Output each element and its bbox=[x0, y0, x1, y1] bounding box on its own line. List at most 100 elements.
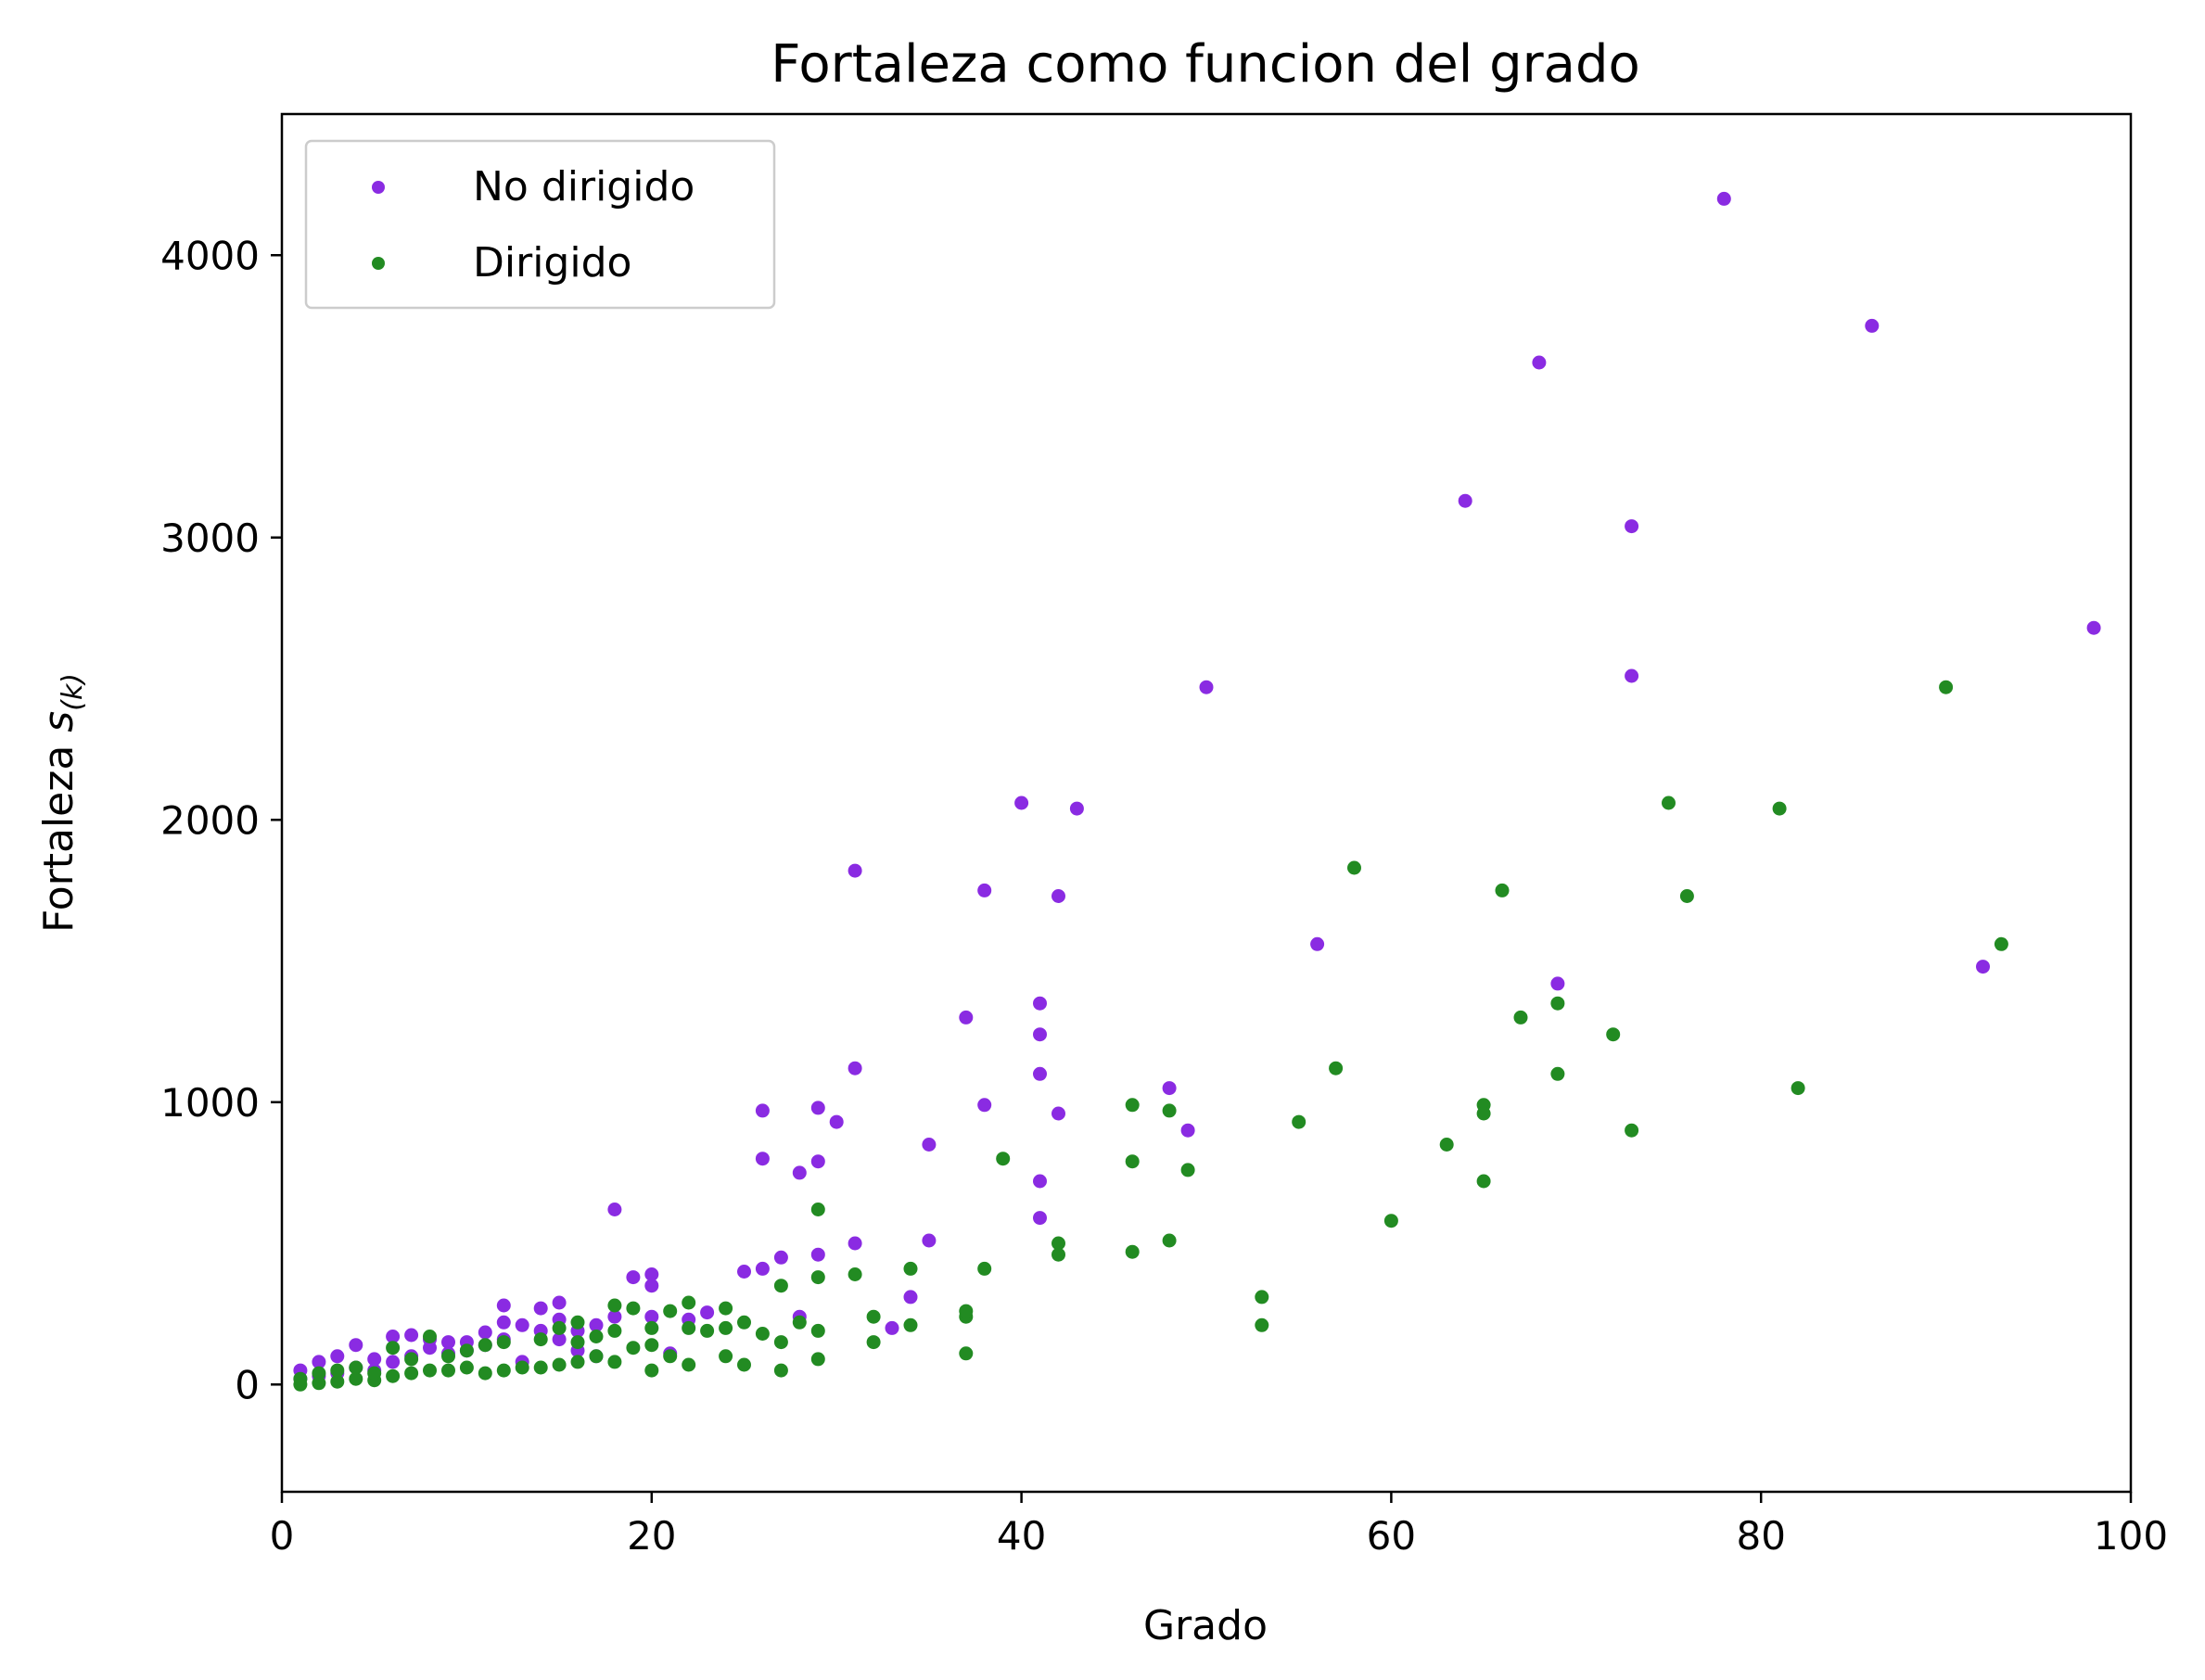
data-point bbox=[1625, 668, 1639, 683]
legend-marker-no-dirigido bbox=[372, 181, 385, 194]
x-tick-label: 100 bbox=[2094, 1513, 2168, 1559]
data-point bbox=[423, 1330, 437, 1343]
data-point bbox=[848, 1061, 862, 1075]
legend-label-dirigido: Dirigido bbox=[473, 239, 631, 286]
data-point bbox=[441, 1363, 455, 1378]
data-point bbox=[1994, 936, 2008, 951]
legend-label-no-dirigido: No dirigido bbox=[473, 163, 695, 210]
data-point bbox=[386, 1341, 401, 1355]
data-point bbox=[1255, 1317, 1269, 1332]
y-tick-label: 0 bbox=[235, 1362, 260, 1407]
legend-box bbox=[304, 139, 776, 310]
data-point bbox=[1458, 493, 1472, 508]
data-point bbox=[1532, 355, 1547, 370]
data-point bbox=[1199, 680, 1214, 694]
data-point bbox=[1625, 1123, 1639, 1138]
data-point bbox=[607, 1355, 622, 1369]
data-point bbox=[607, 1323, 622, 1338]
data-point bbox=[349, 1360, 363, 1375]
x-tick-label: 0 bbox=[270, 1513, 295, 1559]
data-point bbox=[737, 1315, 751, 1330]
data-point bbox=[1476, 1106, 1491, 1121]
data-point bbox=[570, 1315, 585, 1330]
data-point bbox=[1347, 860, 1361, 875]
data-point bbox=[1625, 519, 1639, 534]
data-point bbox=[349, 1338, 363, 1353]
data-point bbox=[1033, 996, 1047, 1011]
data-point bbox=[589, 1317, 604, 1332]
data-point bbox=[367, 1366, 382, 1381]
data-point bbox=[773, 1279, 788, 1293]
data-point bbox=[330, 1363, 345, 1378]
data-point bbox=[682, 1320, 696, 1335]
data-point bbox=[330, 1349, 345, 1364]
data-point bbox=[1495, 883, 1510, 897]
data-point bbox=[1033, 1174, 1047, 1189]
data-point bbox=[755, 1261, 770, 1276]
chart-title: Fortaleza como funcion del grado bbox=[771, 34, 1640, 95]
data-point bbox=[423, 1363, 437, 1378]
data-point bbox=[1033, 1027, 1047, 1042]
y-axis-ticks: 0 1000 2000 3000 4000 bbox=[160, 233, 282, 1407]
data-point bbox=[1255, 1290, 1269, 1305]
data-point bbox=[1125, 1154, 1140, 1169]
data-point bbox=[1180, 1163, 1195, 1177]
data-point bbox=[1310, 936, 1325, 951]
y-tick-label: 4000 bbox=[160, 233, 260, 278]
data-point bbox=[644, 1279, 659, 1293]
data-point bbox=[866, 1309, 881, 1324]
legend-marker-dirigido bbox=[372, 257, 385, 270]
data-point bbox=[755, 1152, 770, 1166]
data-point bbox=[496, 1363, 511, 1378]
data-point bbox=[810, 1247, 825, 1262]
data-point bbox=[386, 1368, 401, 1383]
data-point bbox=[496, 1298, 511, 1313]
data-point bbox=[700, 1305, 715, 1320]
data-point bbox=[367, 1352, 382, 1367]
series-1 bbox=[293, 680, 2008, 1392]
data-point bbox=[312, 1376, 326, 1391]
data-point bbox=[589, 1330, 604, 1343]
data-point bbox=[663, 1349, 678, 1364]
x-tick-label: 60 bbox=[1367, 1513, 1416, 1559]
data-point bbox=[700, 1323, 715, 1338]
data-point bbox=[1052, 1106, 1065, 1121]
data-point bbox=[1716, 191, 1731, 206]
data-point bbox=[1791, 1081, 1805, 1096]
data-point bbox=[848, 1267, 862, 1281]
data-point bbox=[810, 1323, 825, 1338]
data-point bbox=[1162, 1233, 1177, 1248]
data-point bbox=[959, 1010, 974, 1025]
data-point bbox=[773, 1363, 788, 1378]
data-point bbox=[903, 1290, 918, 1305]
data-point bbox=[663, 1304, 678, 1318]
x-tick-label: 40 bbox=[997, 1513, 1046, 1559]
data-point bbox=[459, 1343, 474, 1358]
y-tick-label: 1000 bbox=[160, 1080, 260, 1126]
data-point bbox=[737, 1357, 751, 1372]
y-axis-label: Fortaleza s(k) bbox=[35, 673, 89, 933]
data-point bbox=[496, 1335, 511, 1350]
data-point bbox=[792, 1315, 807, 1330]
data-point bbox=[829, 1114, 844, 1129]
data-point bbox=[386, 1330, 401, 1343]
data-point bbox=[810, 1203, 825, 1216]
data-point bbox=[1162, 1103, 1177, 1118]
data-point bbox=[1292, 1114, 1306, 1129]
x-tick-label: 80 bbox=[1736, 1513, 1785, 1559]
data-point bbox=[626, 1341, 641, 1355]
data-point bbox=[441, 1335, 455, 1350]
data-point bbox=[1014, 795, 1029, 810]
data-point bbox=[404, 1366, 419, 1381]
data-point bbox=[533, 1301, 548, 1316]
data-point bbox=[1125, 1244, 1140, 1259]
data-point bbox=[644, 1320, 659, 1335]
data-point bbox=[719, 1320, 733, 1335]
data-point bbox=[792, 1165, 807, 1180]
data-point bbox=[773, 1335, 788, 1350]
data-point bbox=[515, 1317, 529, 1332]
data-point bbox=[1052, 1236, 1065, 1251]
data-point bbox=[607, 1309, 622, 1324]
data-point bbox=[478, 1366, 492, 1381]
data-point bbox=[552, 1295, 567, 1310]
